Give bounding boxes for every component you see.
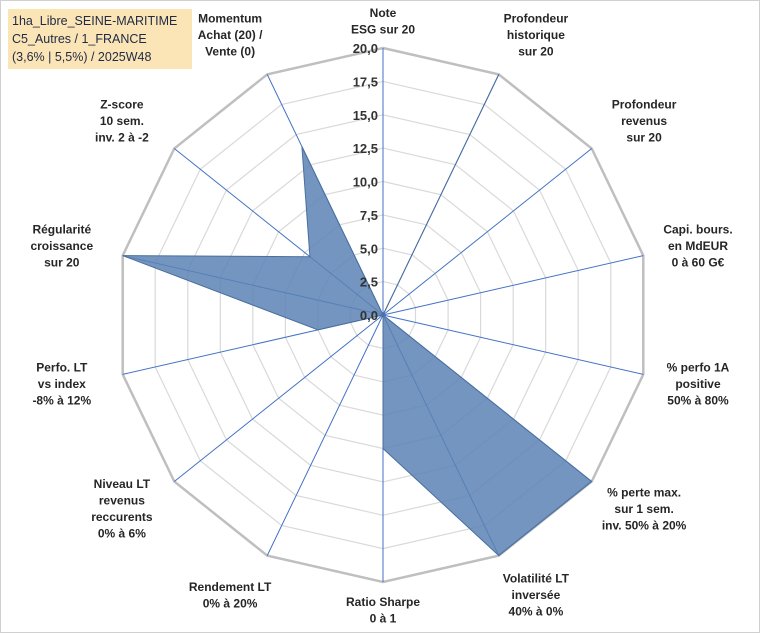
axis-label: Rendement LT 0% à 20% [189,580,272,611]
axis-label: % perte max. sur 1 sem. inv. 50% à 20% [602,485,687,532]
tick-label: 10,0 [353,175,378,190]
axis-label-line: Profondeur [612,98,677,112]
series-area [122,74,593,557]
axis-label-line: Capi. bours. [663,222,732,236]
title-line-1: 1ha_Libre_SEINE-MARITIME [12,14,178,28]
axis-label-line: % perfo 1A [667,361,730,375]
axis-label-line: Ratio Sharpe [346,595,420,609]
axis-label-line: revenus [621,114,667,128]
tick-label: 15,0 [353,108,378,123]
axis-label-line: Profondeur [504,11,569,25]
axis-label-line: 10 sem. [100,114,144,128]
axis-label-line: Z-score [100,98,144,112]
title-line-2: C5_Autres / 1_FRANCE [12,32,147,46]
axis-label-line: 0% à 20% [203,597,258,611]
axis-label-line: 0 à 60 G€ [672,255,725,269]
axis-label-line: inv. 50% à 20% [602,518,687,532]
axis-label: Volatilité LT inversée 40% à 0% [503,572,570,619]
axis-label: Z-score 10 sem. inv. 2 à -2 [95,98,149,145]
axis-spoke [173,314,384,482]
chart-title-box: 1ha_Libre_SEINE-MARITIME C5_Autres / 1_F… [8,9,192,69]
axis-label: Momentum Achat (20) / Vente (0) [198,11,263,58]
tick-label: 7,5 [360,208,378,223]
tick-label: 20,0 [353,41,378,56]
axis-label-line: Vente (0) [205,44,255,58]
axis-spoke [382,148,593,316]
tick-labels: 0,0 2,5 5,0 7,5 10,0 12,5 15,0 17,5 20,0 [353,41,378,323]
tick-label: 2,5 [360,275,378,290]
axis-label-line: sur 20 [626,131,662,145]
axis-label-line: 0 à 1 [370,612,397,626]
axis-label: Profondeur historique sur 20 [504,11,569,58]
axis-label-line: Achat (20) / [198,28,263,42]
axis-spoke [382,314,644,375]
axis-spoke [382,255,644,316]
axis-label-line: sur 1 sem. [614,502,673,516]
axis-label-line: positive [675,377,721,391]
axis-label-line: Volatilité LT [503,572,570,586]
axis-labels: Note ESG sur 20 Profondeur historique sur 20… [30,6,732,626]
axis-label-line: -8% à 12% [32,394,91,408]
axis-label-line: Momentum [198,11,262,25]
tick-label: 5,0 [360,241,378,256]
axis-label-line: 0% à 6% [98,527,146,541]
axis-label-line: reccurents [91,510,153,524]
series-layer [122,74,593,557]
axis-label-line: % perte max. [607,485,681,499]
axis-label: Perfo. LT vs index -8% à 12% [32,361,91,408]
axis-label: Niveau LT revenus reccurents 0% à 6% [91,477,153,541]
axis-spoke [266,314,384,556]
axis-label: % perfo 1A positive 50% à 80% [667,361,730,408]
axis-label-line: inv. 2 à -2 [95,131,149,145]
tick-label: 17,5 [353,74,378,89]
axis-label: Note ESG sur 20 [351,6,415,37]
axis-label: Capi. bours. en MdEUR 0 à 60 G€ [663,222,732,269]
tick-label: 0,0 [360,308,378,323]
axis-label-line: 40% à 0% [509,605,564,619]
axis-label: Régularité croissance sur 20 [30,222,93,269]
axis-label-line: Note [370,6,397,20]
axis-label-line: en MdEUR [668,239,728,253]
axis-label-line: vs index [38,377,86,391]
title-line-3: (3,6% | 5,5%) / 2025W48 [12,50,152,64]
axis-label-line: Niveau LT [94,477,151,491]
axis-label-line: historique [507,28,565,42]
axis-label-line: croissance [30,239,93,253]
axis-label-line: Rendement LT [189,580,272,594]
axis-label-line: sur 20 [518,44,554,58]
axis-label-line: ESG sur 20 [351,23,415,37]
axis-label-line: Perfo. LT [36,361,88,375]
axis-label: Ratio Sharpe 0 à 1 [346,595,420,626]
axis-label: Profondeur revenus sur 20 [612,98,677,145]
tick-label: 12,5 [353,141,378,156]
axis-label-line: 50% à 80% [667,394,729,408]
axis-label-line: Régularité [32,222,91,236]
axis-label-line: inversée [512,588,561,602]
axis-label-line: revenus [99,494,145,508]
axis-label-line: sur 20 [44,255,80,269]
